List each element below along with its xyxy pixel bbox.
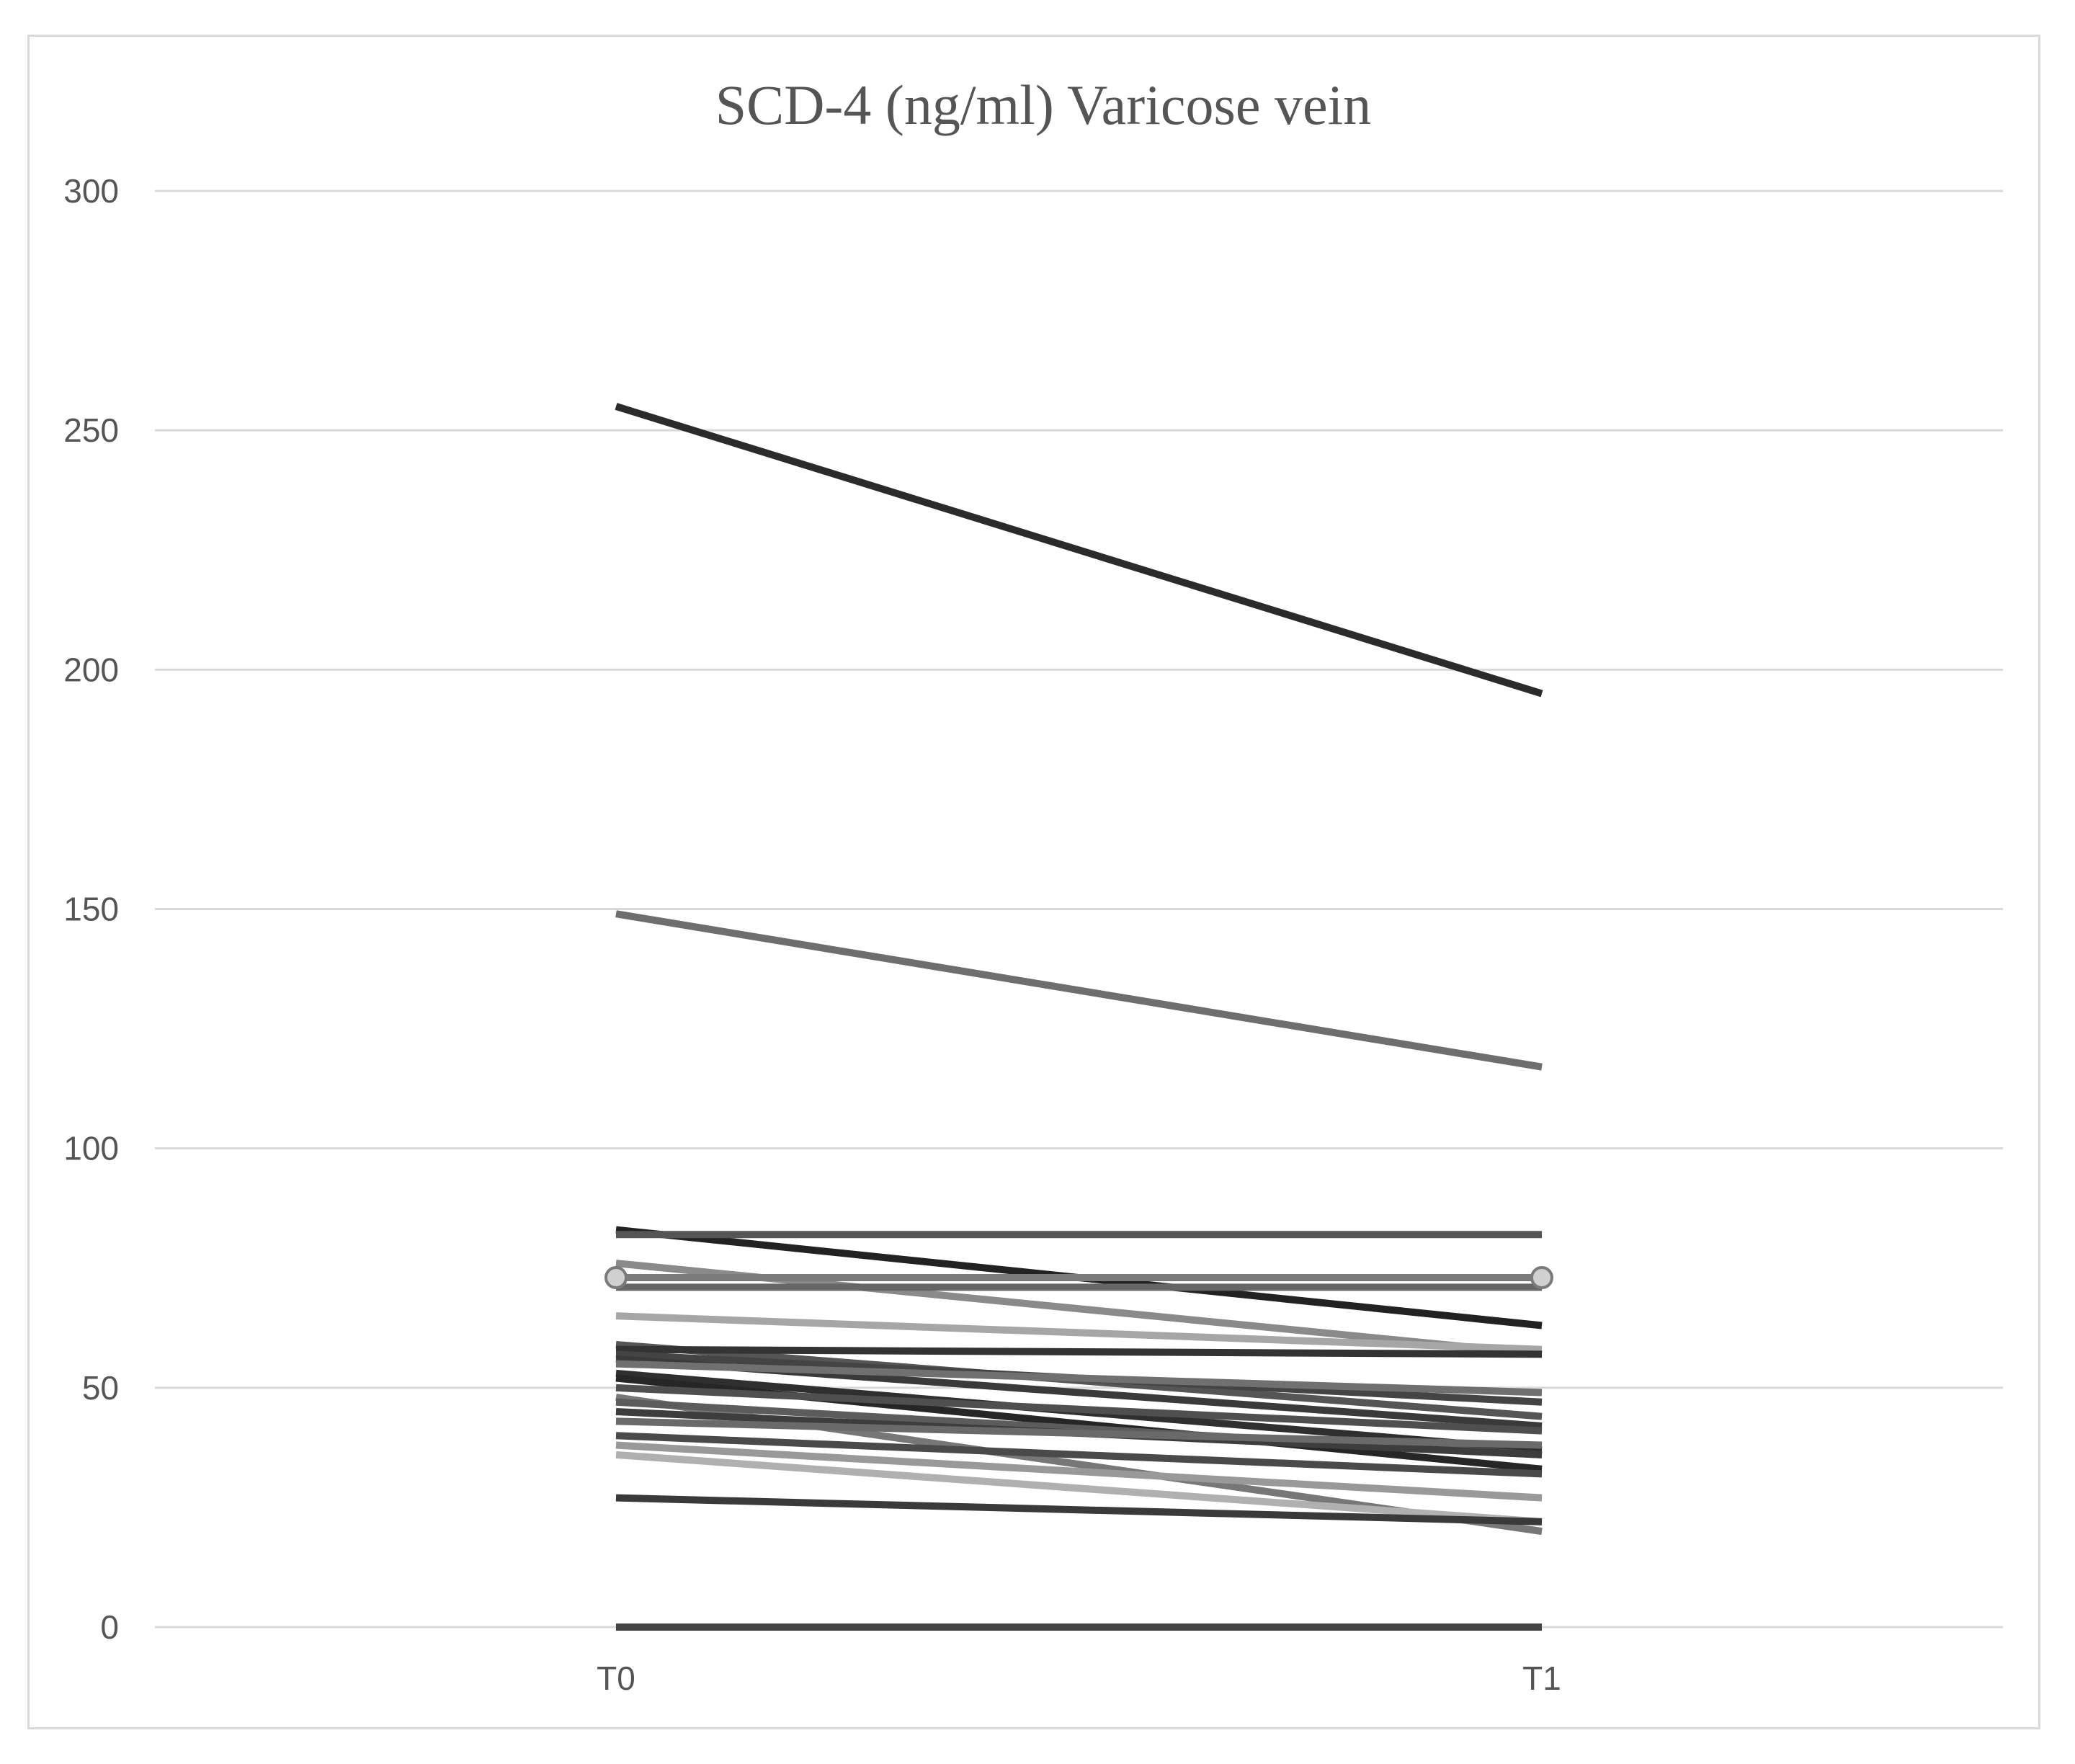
y-tick-label: 50 (82, 1369, 119, 1407)
series-line (615, 1345, 1543, 1358)
y-tick-label: 150 (63, 891, 119, 928)
series-line (615, 1312, 1543, 1353)
x-tick-label: T0 (597, 1660, 635, 1697)
series-markers (604, 1266, 1553, 1290)
chart-title: SCD-4 (ng/ml) Varicose vein (715, 74, 1372, 136)
series-line (615, 403, 1543, 698)
series-line (615, 1432, 1543, 1478)
series-line (615, 1441, 1543, 1502)
y-tick-label: 200 (63, 651, 119, 688)
y-tick-label: 0 (100, 1608, 119, 1646)
gridlines (155, 190, 2003, 1629)
series-line (615, 1494, 1543, 1525)
x-tick-labels: T0 T1 (597, 1660, 1561, 1697)
y-tick-label: 250 (63, 411, 119, 449)
chart-frame (27, 35, 2040, 1729)
y-tick-labels: 0 50 100 150 200 250 300 (63, 172, 119, 1646)
series-line (615, 910, 1543, 1071)
x-tick-label: T1 (1522, 1660, 1561, 1697)
series-line (615, 1384, 1543, 1435)
data-point-marker (604, 1266, 628, 1290)
series-line (615, 1417, 1543, 1449)
y-tick-label: 100 (63, 1130, 119, 1167)
y-tick-label: 300 (63, 172, 119, 210)
series-line (615, 1451, 1543, 1525)
data-point-marker (1530, 1266, 1553, 1290)
series-line (615, 1360, 1543, 1396)
series-lines (615, 403, 1543, 1631)
